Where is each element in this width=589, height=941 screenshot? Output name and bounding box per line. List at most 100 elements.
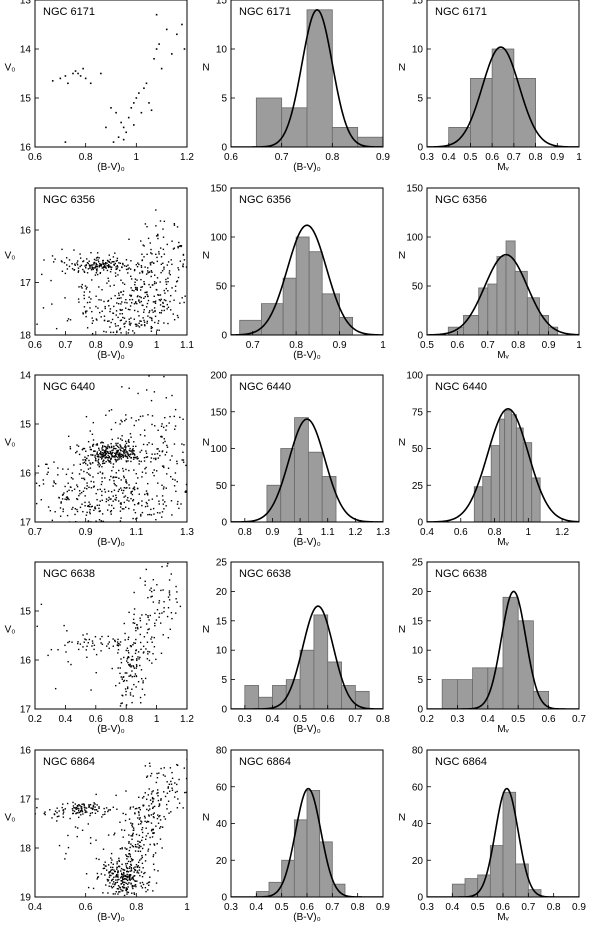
star-point	[171, 287, 173, 289]
star-point	[116, 881, 119, 884]
star-point	[141, 836, 144, 839]
star-point	[183, 301, 185, 304]
star-point	[137, 457, 139, 460]
star-point	[173, 485, 176, 487]
star-point	[129, 305, 132, 307]
star-point	[120, 873, 123, 876]
star-point	[116, 644, 119, 646]
star-point	[151, 337, 152, 338]
star-point	[87, 440, 90, 443]
star-point	[147, 650, 149, 653]
star-point	[106, 645, 108, 647]
star-point	[105, 865, 107, 867]
star-point	[133, 469, 135, 471]
star-point	[144, 677, 147, 680]
star-point	[161, 516, 163, 518]
star-point	[104, 305, 106, 308]
star-point	[85, 810, 87, 812]
star-point	[89, 803, 92, 806]
x-tick-label: 1.1	[180, 340, 194, 351]
gaussian-fit-curve	[427, 408, 579, 522]
star-point	[128, 874, 130, 876]
star-point	[80, 285, 82, 288]
star-point	[63, 262, 66, 264]
star-point	[115, 451, 118, 454]
star-point	[117, 874, 119, 876]
star-point	[167, 637, 170, 639]
star-point	[104, 307, 106, 310]
star-point	[66, 264, 68, 266]
star-point	[116, 445, 119, 448]
star-point	[138, 92, 140, 94]
star-point	[125, 889, 127, 892]
star-point	[140, 648, 142, 651]
star-point	[137, 865, 139, 867]
star-point	[153, 869, 156, 871]
star-point	[120, 530, 121, 531]
star-point	[160, 425, 163, 427]
star-point	[161, 565, 163, 568]
star-point	[153, 281, 156, 283]
star-point	[79, 805, 82, 807]
star-point	[174, 791, 177, 794]
star-point	[62, 508, 64, 510]
y-tick-label: 0	[221, 143, 227, 154]
x-ticks: 0.3 0.4 0.5 0.6 0.7 0.8	[238, 705, 390, 725]
y-axis-label: N	[398, 438, 405, 449]
star-point	[100, 450, 102, 453]
star-point	[161, 450, 163, 453]
star-point	[78, 808, 80, 810]
star-point	[133, 591, 135, 594]
star-point	[150, 109, 153, 112]
star-point	[66, 320, 69, 322]
star-point	[140, 240, 142, 242]
star-point	[157, 814, 159, 816]
star-point	[49, 809, 51, 811]
star-point	[96, 319, 98, 321]
star-point	[152, 854, 155, 856]
star-point	[131, 826, 134, 828]
star-point	[119, 641, 122, 643]
star-point	[97, 472, 99, 475]
star-point	[138, 866, 141, 869]
star-point	[121, 447, 123, 449]
star-point	[113, 869, 115, 871]
star-point	[95, 272, 98, 274]
star-point	[151, 284, 154, 286]
star-point	[122, 489, 125, 492]
star-point	[105, 331, 107, 333]
star-point	[65, 498, 68, 501]
star-point	[114, 454, 117, 457]
star-point	[117, 885, 120, 887]
star-point	[104, 453, 107, 455]
star-point	[173, 299, 175, 301]
star-point	[72, 812, 74, 815]
star-point	[155, 458, 157, 461]
star-point	[97, 464, 99, 466]
star-point	[93, 263, 95, 265]
star-point	[141, 614, 143, 616]
star-point	[115, 460, 117, 463]
star-point	[167, 467, 170, 469]
star-point	[106, 269, 109, 272]
star-point	[91, 433, 94, 436]
histogram-bar	[513, 78, 536, 147]
star-point	[73, 810, 76, 812]
star-point	[105, 884, 107, 886]
star-point	[131, 876, 133, 879]
star-point	[145, 472, 147, 474]
star-point	[67, 482, 69, 484]
star-point	[130, 317, 132, 319]
y-tick-label: 100	[406, 233, 423, 244]
star-point	[165, 281, 167, 283]
star-point	[125, 131, 127, 134]
star-point	[135, 864, 138, 866]
star-point	[99, 452, 101, 455]
histogram-bar	[456, 679, 473, 709]
star-point	[130, 275, 132, 278]
star-point	[101, 454, 103, 456]
star-point	[117, 875, 119, 878]
star-point	[104, 491, 107, 493]
star-point	[164, 501, 166, 503]
